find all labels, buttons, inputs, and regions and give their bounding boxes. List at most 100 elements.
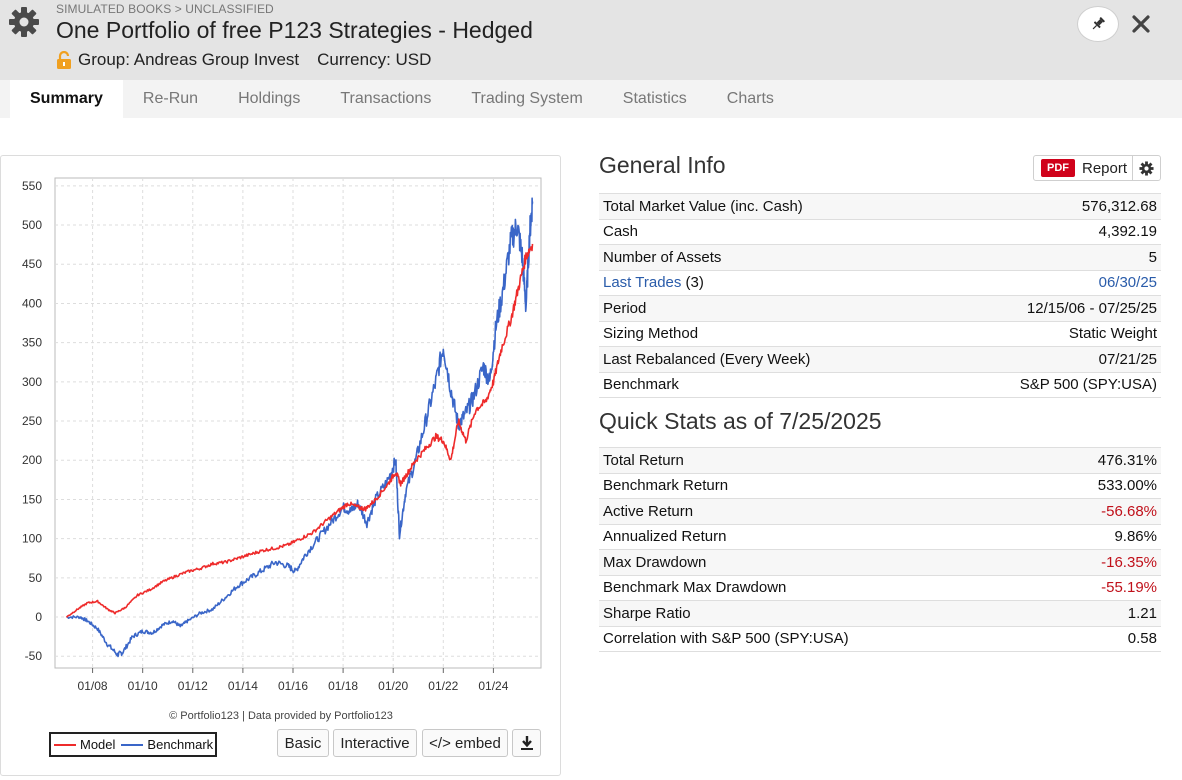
report-settings-button[interactable] [1132,155,1161,181]
x-tick-label: 01/18 [328,679,358,693]
tab-transactions[interactable]: Transactions [340,90,432,107]
header-bar: SIMULATED BOOKS > UNCLASSIFIED One Portf… [0,0,1182,80]
y-tick-label: 400 [22,296,42,310]
x-tick-label: 01/22 [428,679,458,693]
table-row: Benchmark Max Drawdown -55.19% [599,576,1161,601]
last-trades-link[interactable]: Last Trades [603,274,682,292]
row-value: -16.35% [1101,553,1157,571]
row-value: Static Weight [1068,325,1157,343]
general-info-title: General Info [599,152,726,178]
legend-model-label: Model [80,737,116,752]
row-label: Benchmark [603,376,679,394]
row-label: Benchmark Return [603,477,729,495]
y-tick-label: 100 [22,532,42,546]
y-axis: -50 0 50 100 150 200 250 300 350 400 450 500 550 [22,179,42,663]
row-value: 5 [1148,248,1157,266]
table-row: Active Return -56.68% [599,499,1161,525]
table-row: Benchmark Return 533.00% [599,474,1161,499]
pdf-icon: PDF [1041,159,1075,177]
x-tick-label: 01/24 [478,679,508,693]
row-value: S&P 500 (SPY:USA) [1019,376,1157,394]
row-value: 533.00% [1097,477,1157,495]
currency-label: Currency: USD [317,50,432,69]
y-tick-label: 50 [29,571,43,585]
y-tick-label: 450 [22,257,42,271]
row-label: Last Rebalanced (Every Week) [603,350,811,368]
table-row: Annualized Return 9.86% [599,525,1161,550]
tab-holdings[interactable]: Holdings [238,90,301,107]
unlock-icon [57,51,71,69]
tab-trading-system[interactable]: Trading System [471,90,583,107]
x-axis: 01/08 01/10 01/12 01/14 01/16 01/18 01/20 01/22… [78,668,509,693]
y-tick-label: 150 [22,492,42,506]
row-label: Period [603,299,647,317]
x-tick-label: 01/20 [378,679,408,693]
row-label: Sizing Method [603,325,699,343]
pin-icon [1092,17,1105,30]
table-row: Number of Assets 5 [599,245,1161,271]
last-trades-cell: Last Trades (3) [603,274,704,291]
chart-grid [55,178,541,668]
table-row: Correlation with S&P 500 (SPY:USA) 0.58 [599,627,1161,652]
x-tick-label: 01/12 [178,679,208,693]
legend-benchmark-label: Benchmark [147,737,214,752]
quick-stats-table: Total Return 476.31% Benchmark Return 53… [599,447,1161,652]
legend-item-model[interactable]: Model [54,737,115,752]
download-icon [520,736,533,750]
row-label: Annualized Return [603,528,727,546]
series-line-model [65,243,534,618]
table-row: Last Rebalanced (Every Week) 07/21/25 [599,347,1161,373]
chart-legend: Model Benchmark [49,732,217,757]
row-value: 9.86% [1114,528,1157,546]
pin-button[interactable] [1077,6,1119,42]
row-value: 4,392.19 [1098,223,1157,241]
report-button[interactable]: PDF Report [1033,155,1133,181]
close-icon [1132,15,1150,33]
y-tick-label: 300 [22,375,42,389]
row-label: Number of Assets [603,248,722,266]
benchmark-swatch [121,743,144,746]
row-value: -56.68% [1101,502,1157,520]
last-trades-count: (3) [681,274,704,292]
gear-icon[interactable] [8,6,40,38]
tab-charts[interactable]: Charts [726,90,774,107]
y-tick-label: -50 [25,649,43,663]
row-value: 12/15/06 - 07/25/25 [1026,299,1157,317]
plot-area [54,177,542,669]
table-row: Benchmark S&P 500 (SPY:USA) [599,373,1161,398]
quick-stats-title: Quick Stats as of 7/25/2025 [599,408,882,434]
group-info: Group: Andreas Group Invest Currency: US… [56,50,431,70]
tab-statistics[interactable]: Statistics [622,90,687,107]
table-row: Sharpe Ratio 1.21 [599,601,1161,627]
embed-button[interactable]: </> embed [422,729,508,757]
row-value: 1.21 [1127,604,1157,622]
row-value: 07/21/25 [1098,350,1157,368]
x-tick-label: 01/10 [128,679,158,693]
row-label: Cash [603,223,639,241]
page-title: One Portfolio of free P123 Strategies - … [56,17,533,43]
tab-summary[interactable]: Summary [10,80,123,118]
model-swatch [54,743,76,746]
row-label: Correlation with S&P 500 (SPY:USA) [603,630,849,648]
table-row: Max Drawdown -16.35% [599,550,1161,576]
gear-icon [1139,160,1154,176]
interactive-button[interactable]: Interactive [333,729,417,757]
report-label: Report [1082,159,1128,177]
table-row: Total Market Value (inc. Cash) 576,312.6… [599,194,1161,220]
performance-chart-panel: -50 0 50 100 150 200 250 300 350 400 450 500 550 01/… [0,155,561,776]
performance-chart[interactable]: -50 0 50 100 150 200 250 300 350 400 450 500 550 01/… [1,156,562,726]
download-button[interactable] [512,729,541,757]
tab-re-run[interactable]: Re-Run [142,90,199,107]
breadcrumb[interactable]: SIMULATED BOOKS > UNCLASSIFIED [56,2,274,16]
legend-item-benchmark[interactable]: Benchmark [121,737,213,752]
row-value: -55.19% [1101,579,1157,597]
basic-button[interactable]: Basic [277,729,329,757]
y-tick-label: 350 [22,336,42,350]
chart-credit: © Portfolio123 | Data provided by Portfo… [169,710,393,722]
close-button[interactable] [1128,10,1154,38]
row-value: 576,312.68 [1081,197,1157,215]
last-trades-date-link[interactable]: 06/30/25 [1098,274,1157,292]
row-label: Benchmark Max Drawdown [603,579,787,597]
table-row: Period 12/15/06 - 07/25/25 [599,296,1161,322]
y-tick-label: 200 [22,453,42,467]
